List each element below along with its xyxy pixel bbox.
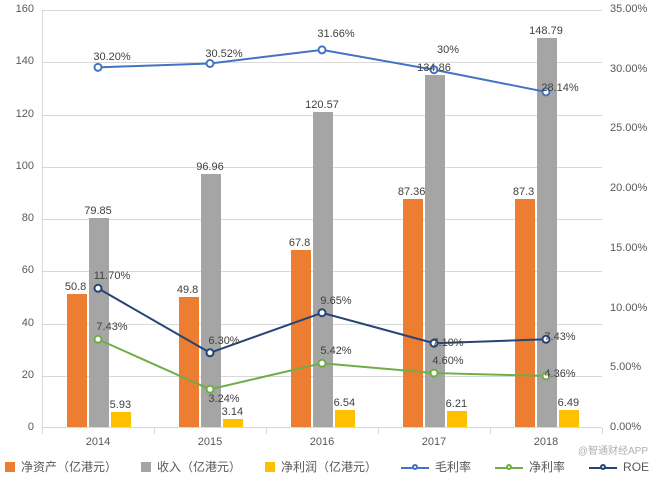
x-tick-label: 2014: [86, 436, 110, 448]
bar-label-revenue: 134.86: [417, 62, 451, 74]
y-left-tick-label: 60: [6, 264, 34, 276]
y-left-tick-label: 20: [6, 369, 34, 381]
x-tick: [490, 428, 491, 434]
y-right-tick-label: 5.00%: [610, 361, 641, 373]
legend-swatch: [589, 461, 617, 473]
legend-item-net_margin: 净利率: [495, 458, 565, 475]
y-right-tick-label: 30.00%: [610, 63, 647, 75]
bar-revenue: [313, 112, 333, 427]
x-tick: [154, 428, 155, 434]
x-tick-label: 2017: [422, 436, 446, 448]
y-right-tick-label: 0.00%: [610, 421, 641, 433]
legend-label: 收入（亿港元）: [157, 458, 241, 475]
watermark: @智通财经APP: [578, 442, 648, 457]
legend-swatch: [495, 461, 523, 473]
bar-label-net_profit: 6.49: [558, 397, 579, 409]
bar-net_profit: [559, 410, 579, 427]
line-label-gross_margin: 31.66%: [317, 28, 354, 40]
bar-net_profit: [111, 412, 131, 427]
x-tick: [42, 428, 43, 434]
bar-net_assets: [515, 199, 535, 427]
line-label-net_margin: 5.42%: [320, 345, 351, 357]
y-right-tick-label: 20.00%: [610, 182, 647, 194]
x-tick-label: 2018: [534, 436, 558, 448]
bar-label-net_profit: 5.93: [110, 399, 131, 411]
y-left-tick-label: 0: [6, 421, 34, 433]
bar-revenue: [201, 174, 221, 427]
y-left-tick-label: 160: [6, 3, 34, 15]
line-label-roe: 6.30%: [208, 335, 239, 347]
bar-label-revenue: 148.79: [529, 25, 563, 37]
legend-swatch: [5, 462, 15, 472]
y-left-tick-label: 100: [6, 160, 34, 172]
bar-label-revenue: 120.57: [305, 99, 339, 111]
bar-revenue: [425, 75, 445, 427]
bar-label-net_assets: 49.8: [177, 284, 198, 296]
y-right-tick-label: 10.00%: [610, 302, 647, 314]
legend-swatch: [265, 462, 275, 472]
bar-net_profit: [223, 419, 243, 427]
bar-net_assets: [179, 297, 199, 427]
x-tick-label: 2015: [198, 436, 222, 448]
bar-net_profit: [447, 411, 467, 427]
line-label-net_margin: 7.43%: [96, 321, 127, 333]
legend-item-net_profit: 净利润（亿港元）: [265, 458, 377, 475]
plot-area: [42, 10, 602, 428]
legend-label: 毛利率: [435, 458, 471, 475]
bar-net_assets: [67, 294, 87, 427]
gridline: [43, 10, 602, 11]
line-label-net_margin: 4.60%: [432, 355, 463, 367]
legend-label: ROE: [623, 460, 649, 474]
y-left-tick-label: 80: [6, 212, 34, 224]
legend: 净资产（亿港元） 收入（亿港元） 净利润（亿港元） 毛利率 净利率 ROE: [0, 458, 654, 475]
line-label-gross_margin: 28.14%: [541, 82, 578, 94]
legend-item-revenue: 收入（亿港元）: [141, 458, 241, 475]
bar-label-net_profit: 6.21: [446, 398, 467, 410]
line-label-gross_margin: 30%: [437, 44, 459, 56]
y-left-tick-label: 120: [6, 108, 34, 120]
legend-item-gross_margin: 毛利率: [401, 458, 471, 475]
legend-item-roe: ROE: [589, 458, 649, 475]
bar-net_profit: [335, 410, 355, 427]
y-left-tick-label: 140: [6, 55, 34, 67]
line-label-gross_margin: 30.52%: [205, 48, 242, 60]
line-label-roe: 11.70%: [94, 270, 131, 282]
bar-net_assets: [403, 199, 423, 427]
bar-label-net_assets: 50.8: [65, 281, 86, 293]
legend-label: 净利润（亿港元）: [281, 458, 377, 475]
line-label-gross_margin: 30.20%: [93, 51, 130, 63]
bar-label-revenue: 79.85: [84, 205, 112, 217]
x-tick: [602, 428, 603, 434]
legend-swatch: [141, 462, 151, 472]
line-label-roe: 7.10%: [432, 337, 463, 349]
y-right-tick-label: 25.00%: [610, 122, 647, 134]
line-label-roe: 7.43%: [544, 331, 575, 343]
legend-label: 净资产（亿港元）: [21, 458, 117, 475]
bar-label-net_assets: 67.8: [289, 237, 310, 249]
bar-label-net_assets: 87.36: [398, 186, 426, 198]
bar-label-net_assets: 87.3: [513, 186, 534, 198]
y-left-tick-label: 40: [6, 317, 34, 329]
bar-label-net_profit: 6.54: [334, 397, 355, 409]
y-right-tick-label: 15.00%: [610, 242, 647, 254]
bar-label-net_profit: 3.14: [222, 406, 243, 418]
bar-net_assets: [291, 250, 311, 427]
bar-label-revenue: 96.96: [196, 161, 224, 173]
legend-label: 净利率: [529, 458, 565, 475]
line-label-net_margin: 3.24%: [208, 393, 239, 405]
line-label-net_margin: 4.36%: [544, 368, 575, 380]
legend-swatch: [401, 461, 429, 473]
legend-item-net_assets: 净资产（亿港元）: [5, 458, 117, 475]
combo-chart: 净资产（亿港元） 收入（亿港元） 净利润（亿港元） 毛利率 净利率 ROE @智通财经AP…: [0, 0, 654, 500]
x-tick: [378, 428, 379, 434]
line-label-roe: 9.65%: [320, 295, 351, 307]
x-tick: [266, 428, 267, 434]
x-tick-label: 2016: [310, 436, 334, 448]
y-right-tick-label: 35.00%: [610, 3, 647, 15]
